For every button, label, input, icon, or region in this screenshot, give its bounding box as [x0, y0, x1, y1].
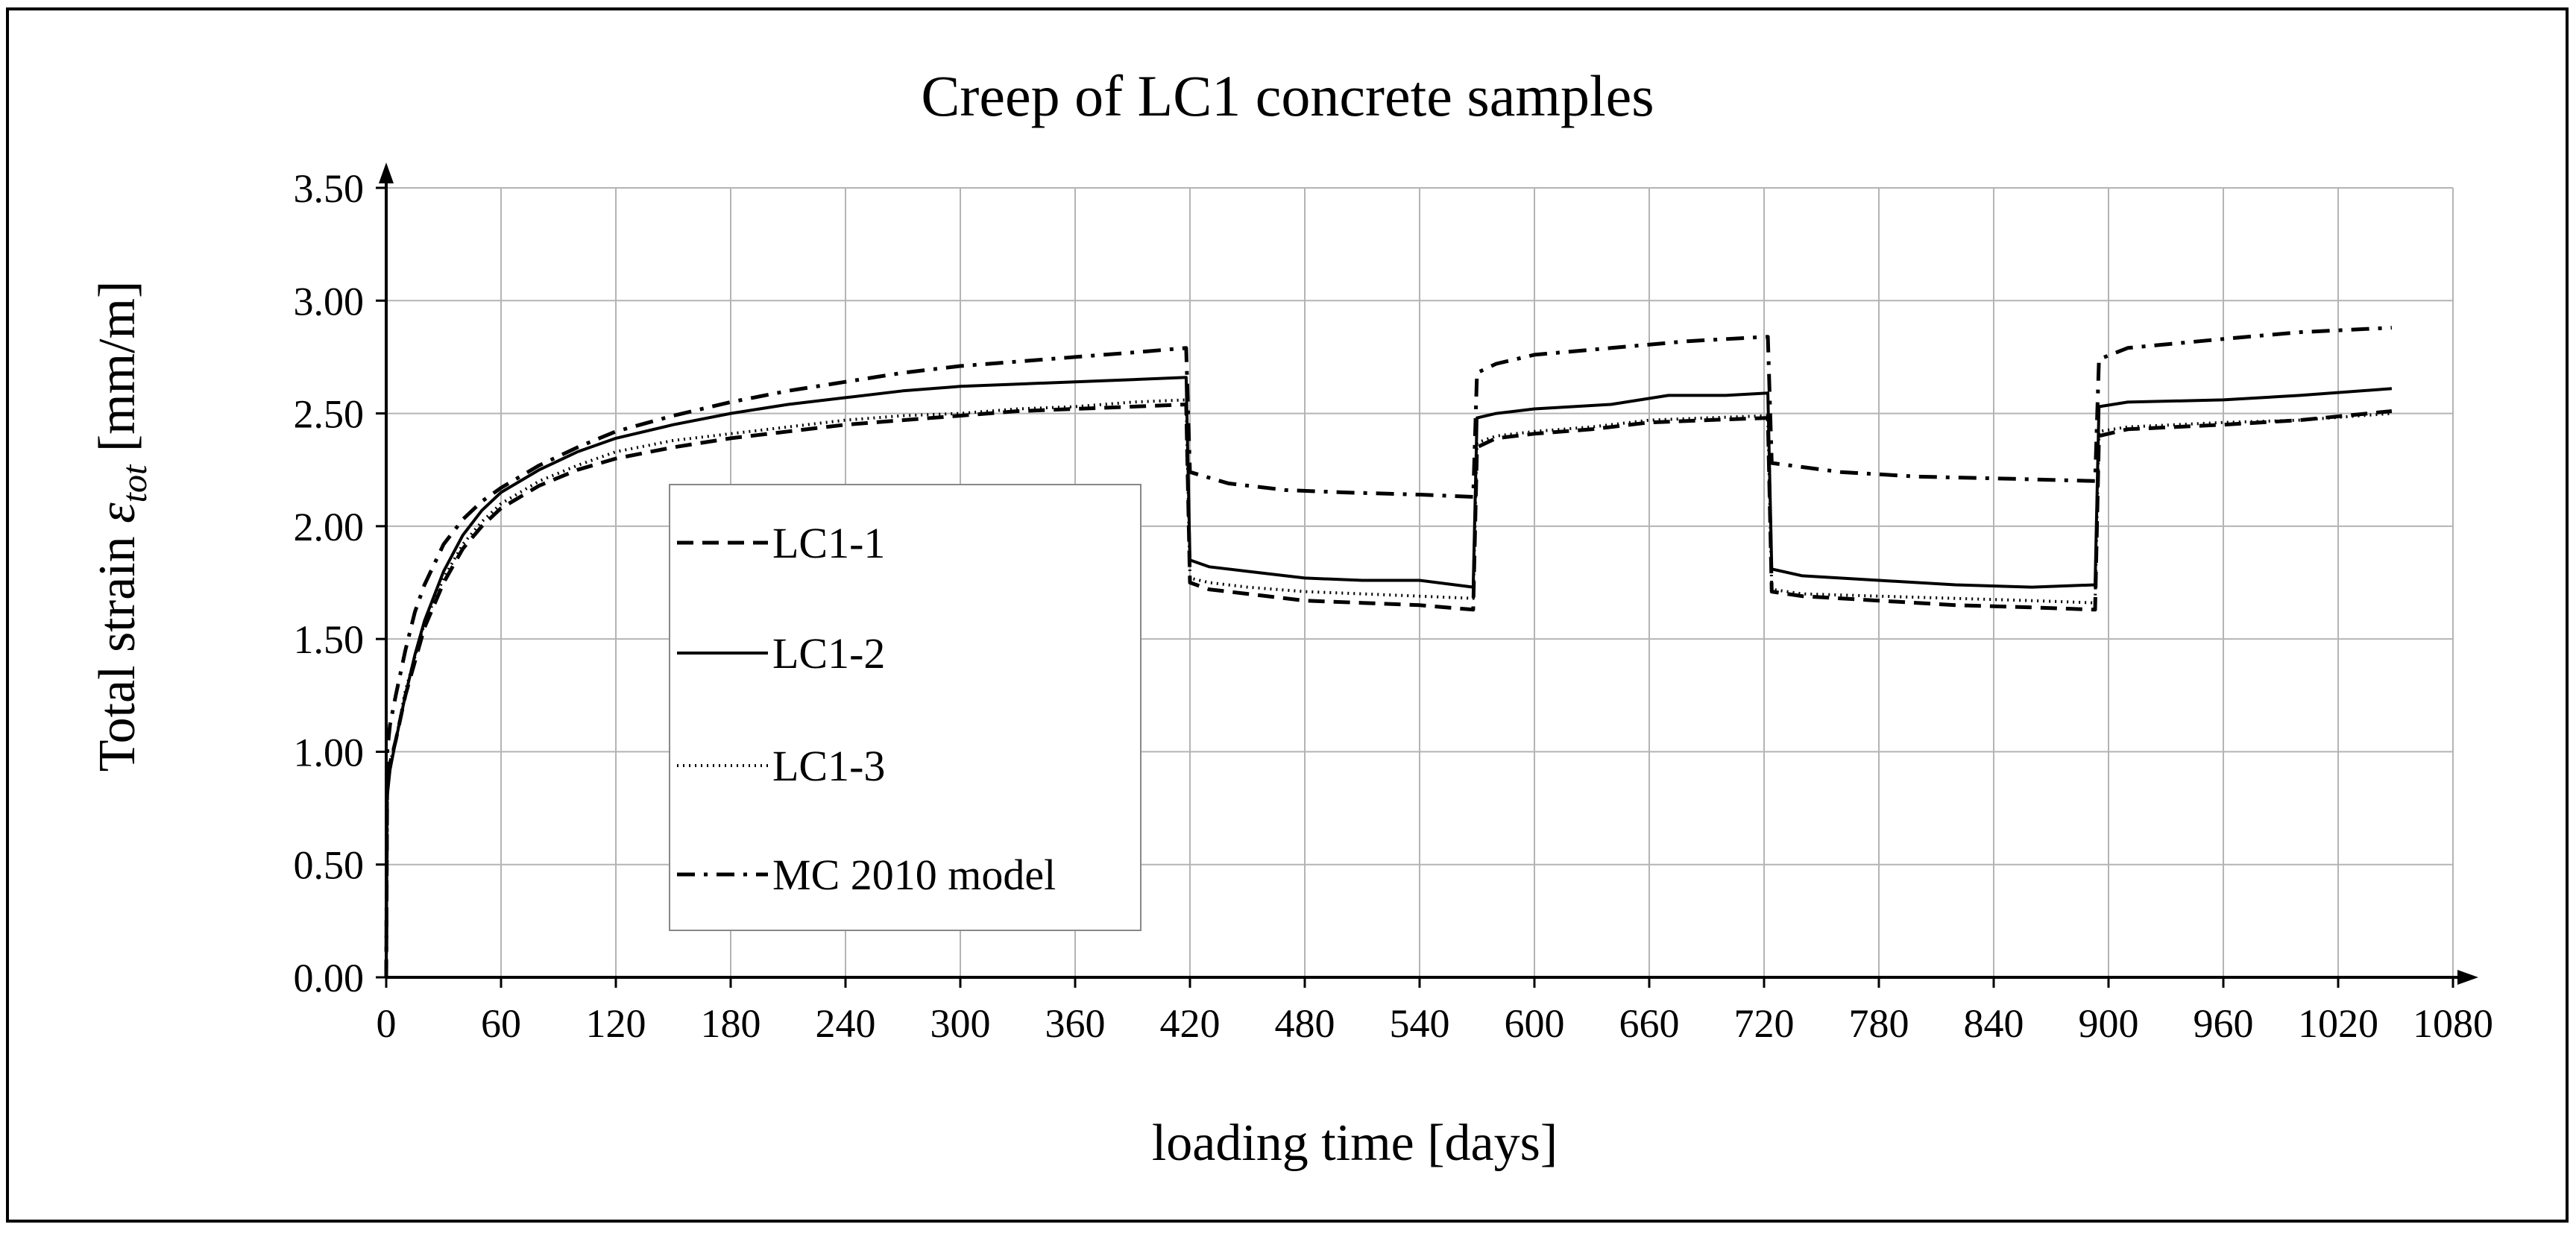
chart-frame: [6, 7, 2569, 1223]
x-axis-title: loading time [days]: [1152, 1114, 1558, 1172]
y-tick-label: 1.00: [294, 730, 365, 775]
x-tick-label: 240: [816, 1001, 876, 1046]
legend-label-lc1-2: LC1-2: [772, 629, 885, 678]
x-tick-label: 660: [1619, 1001, 1680, 1046]
x-tick-label: 60: [481, 1001, 521, 1046]
legend-label-lc1-3: LC1-3: [772, 742, 885, 790]
x-tick-label: 540: [1390, 1001, 1450, 1046]
x-tick-label: 600: [1505, 1001, 1565, 1046]
legend: LC1-1 LC1-2 LC1-3 MC 2010 model: [669, 484, 1141, 931]
x-tick-label: 840: [1964, 1001, 2024, 1046]
y-tick-label: 0.50: [294, 843, 365, 888]
series-line-lc1-1: [384, 403, 2393, 978]
x-tick-label: 0: [377, 1001, 397, 1046]
x-tick-label: 120: [586, 1001, 646, 1046]
y-tick-label: 3.50: [294, 166, 365, 211]
legend-label-mc-2010-model: MC 2010 model: [772, 851, 1056, 899]
legend-label-lc1-1: LC1-1: [772, 519, 885, 567]
y-axis-title: Total strain εtot [mm/m]: [89, 281, 154, 772]
series-line-mc-2010-model: [384, 326, 2393, 978]
x-tick-label: 1080: [2413, 1001, 2493, 1046]
chart-title: Creep of LC1 concrete samples: [921, 63, 1654, 128]
x-tick-label: 360: [1045, 1001, 1106, 1046]
x-tick-label: 720: [1734, 1001, 1795, 1046]
y-axis-title-prefix: Total strain: [89, 523, 146, 772]
x-axis-arrow: [2457, 970, 2478, 985]
y-tick-label: 0.00: [294, 956, 365, 1000]
x-tick-label: 960: [2194, 1001, 2254, 1046]
y-tick-label: 3.00: [294, 279, 365, 324]
x-tick-label: 780: [1849, 1001, 1909, 1046]
y-axis-title-symbol: ε: [89, 502, 146, 523]
y-axis-title-subscript: tot: [115, 464, 154, 502]
x-tick-label: 480: [1275, 1001, 1335, 1046]
y-axis-title-suffix: [mm/m]: [89, 281, 146, 465]
x-tick-label: 300: [930, 1001, 991, 1046]
data-series: [384, 326, 2393, 978]
x-tick-label: 1020: [2298, 1001, 2378, 1046]
y-axis-arrow: [379, 163, 394, 183]
x-tick-label: 900: [2079, 1001, 2139, 1046]
y-tick-label: 2.00: [294, 505, 365, 549]
y-tick-label: 1.50: [294, 617, 365, 662]
y-tick-label: 2.50: [294, 392, 365, 437]
legend-box: [669, 484, 1141, 931]
x-tick-label: 420: [1160, 1001, 1221, 1046]
series-line-lc1-2: [385, 376, 2393, 978]
tick-labels: 0 60 120 180 240 300 360 420 480 540 600 660 720 780 8…: [294, 166, 2494, 1046]
x-tick-label: 180: [701, 1001, 761, 1046]
